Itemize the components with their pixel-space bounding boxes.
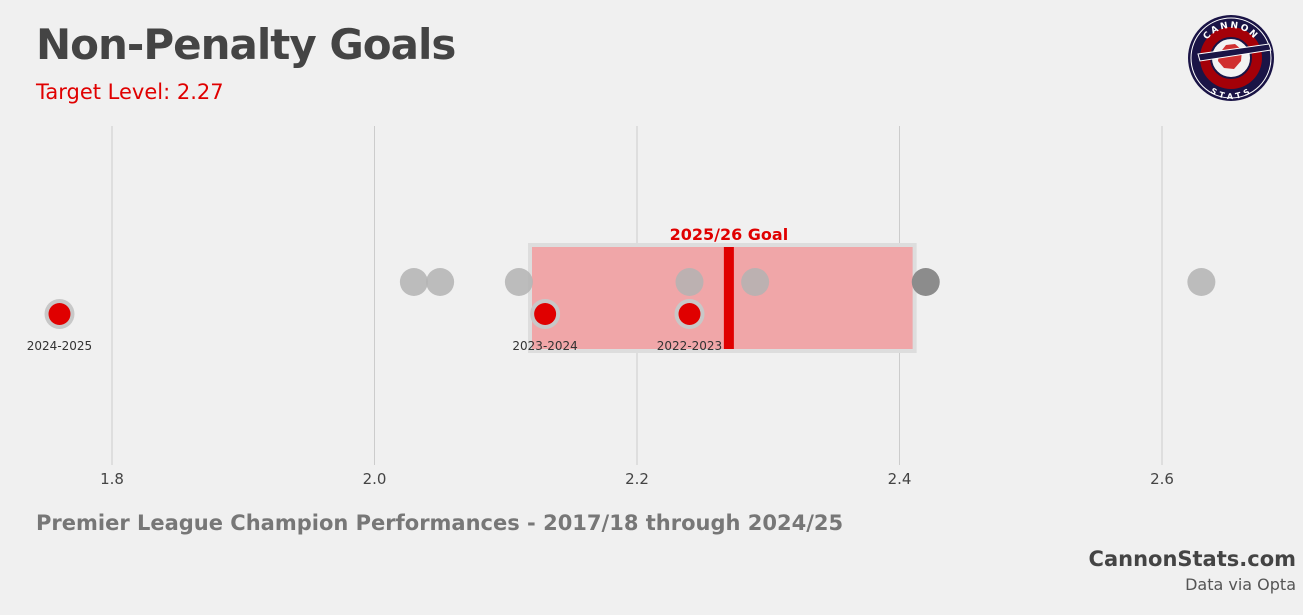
x-tick-label: 2.0 — [363, 470, 387, 488]
data-point — [911, 268, 940, 296]
data-label: 2022-2023 — [657, 339, 722, 353]
data-point — [741, 268, 770, 296]
x-tick-label: 2.4 — [888, 470, 912, 488]
data-point — [675, 268, 704, 296]
data-label: 2024-2025 — [27, 339, 92, 353]
data-source: Data via Opta — [1185, 575, 1296, 594]
data-point — [426, 268, 455, 296]
data-label: 2023-2024 — [512, 339, 577, 353]
chart-caption: Premier League Champion Performances - 2… — [36, 511, 844, 535]
data-point — [1187, 268, 1216, 296]
x-tick-label: 1.8 — [100, 470, 124, 488]
target-level-subtitle: Target Level: 2.27 — [36, 80, 224, 104]
x-tick-label: 2.6 — [1150, 470, 1174, 488]
data-point — [48, 303, 71, 325]
brand-name: CannonStats.com — [1088, 547, 1296, 571]
target-band — [532, 247, 913, 349]
target-marker — [723, 247, 734, 349]
target-label: 2025/26 Goal — [670, 225, 789, 244]
x-tick-label: 2.2 — [625, 470, 649, 488]
page-title: Non-Penalty Goals — [36, 20, 456, 69]
data-point — [678, 303, 701, 325]
cannon-stats-logo: CANNON STATS — [1188, 15, 1274, 101]
data-point — [504, 268, 533, 296]
data-point — [534, 303, 557, 325]
data-point — [399, 268, 428, 296]
